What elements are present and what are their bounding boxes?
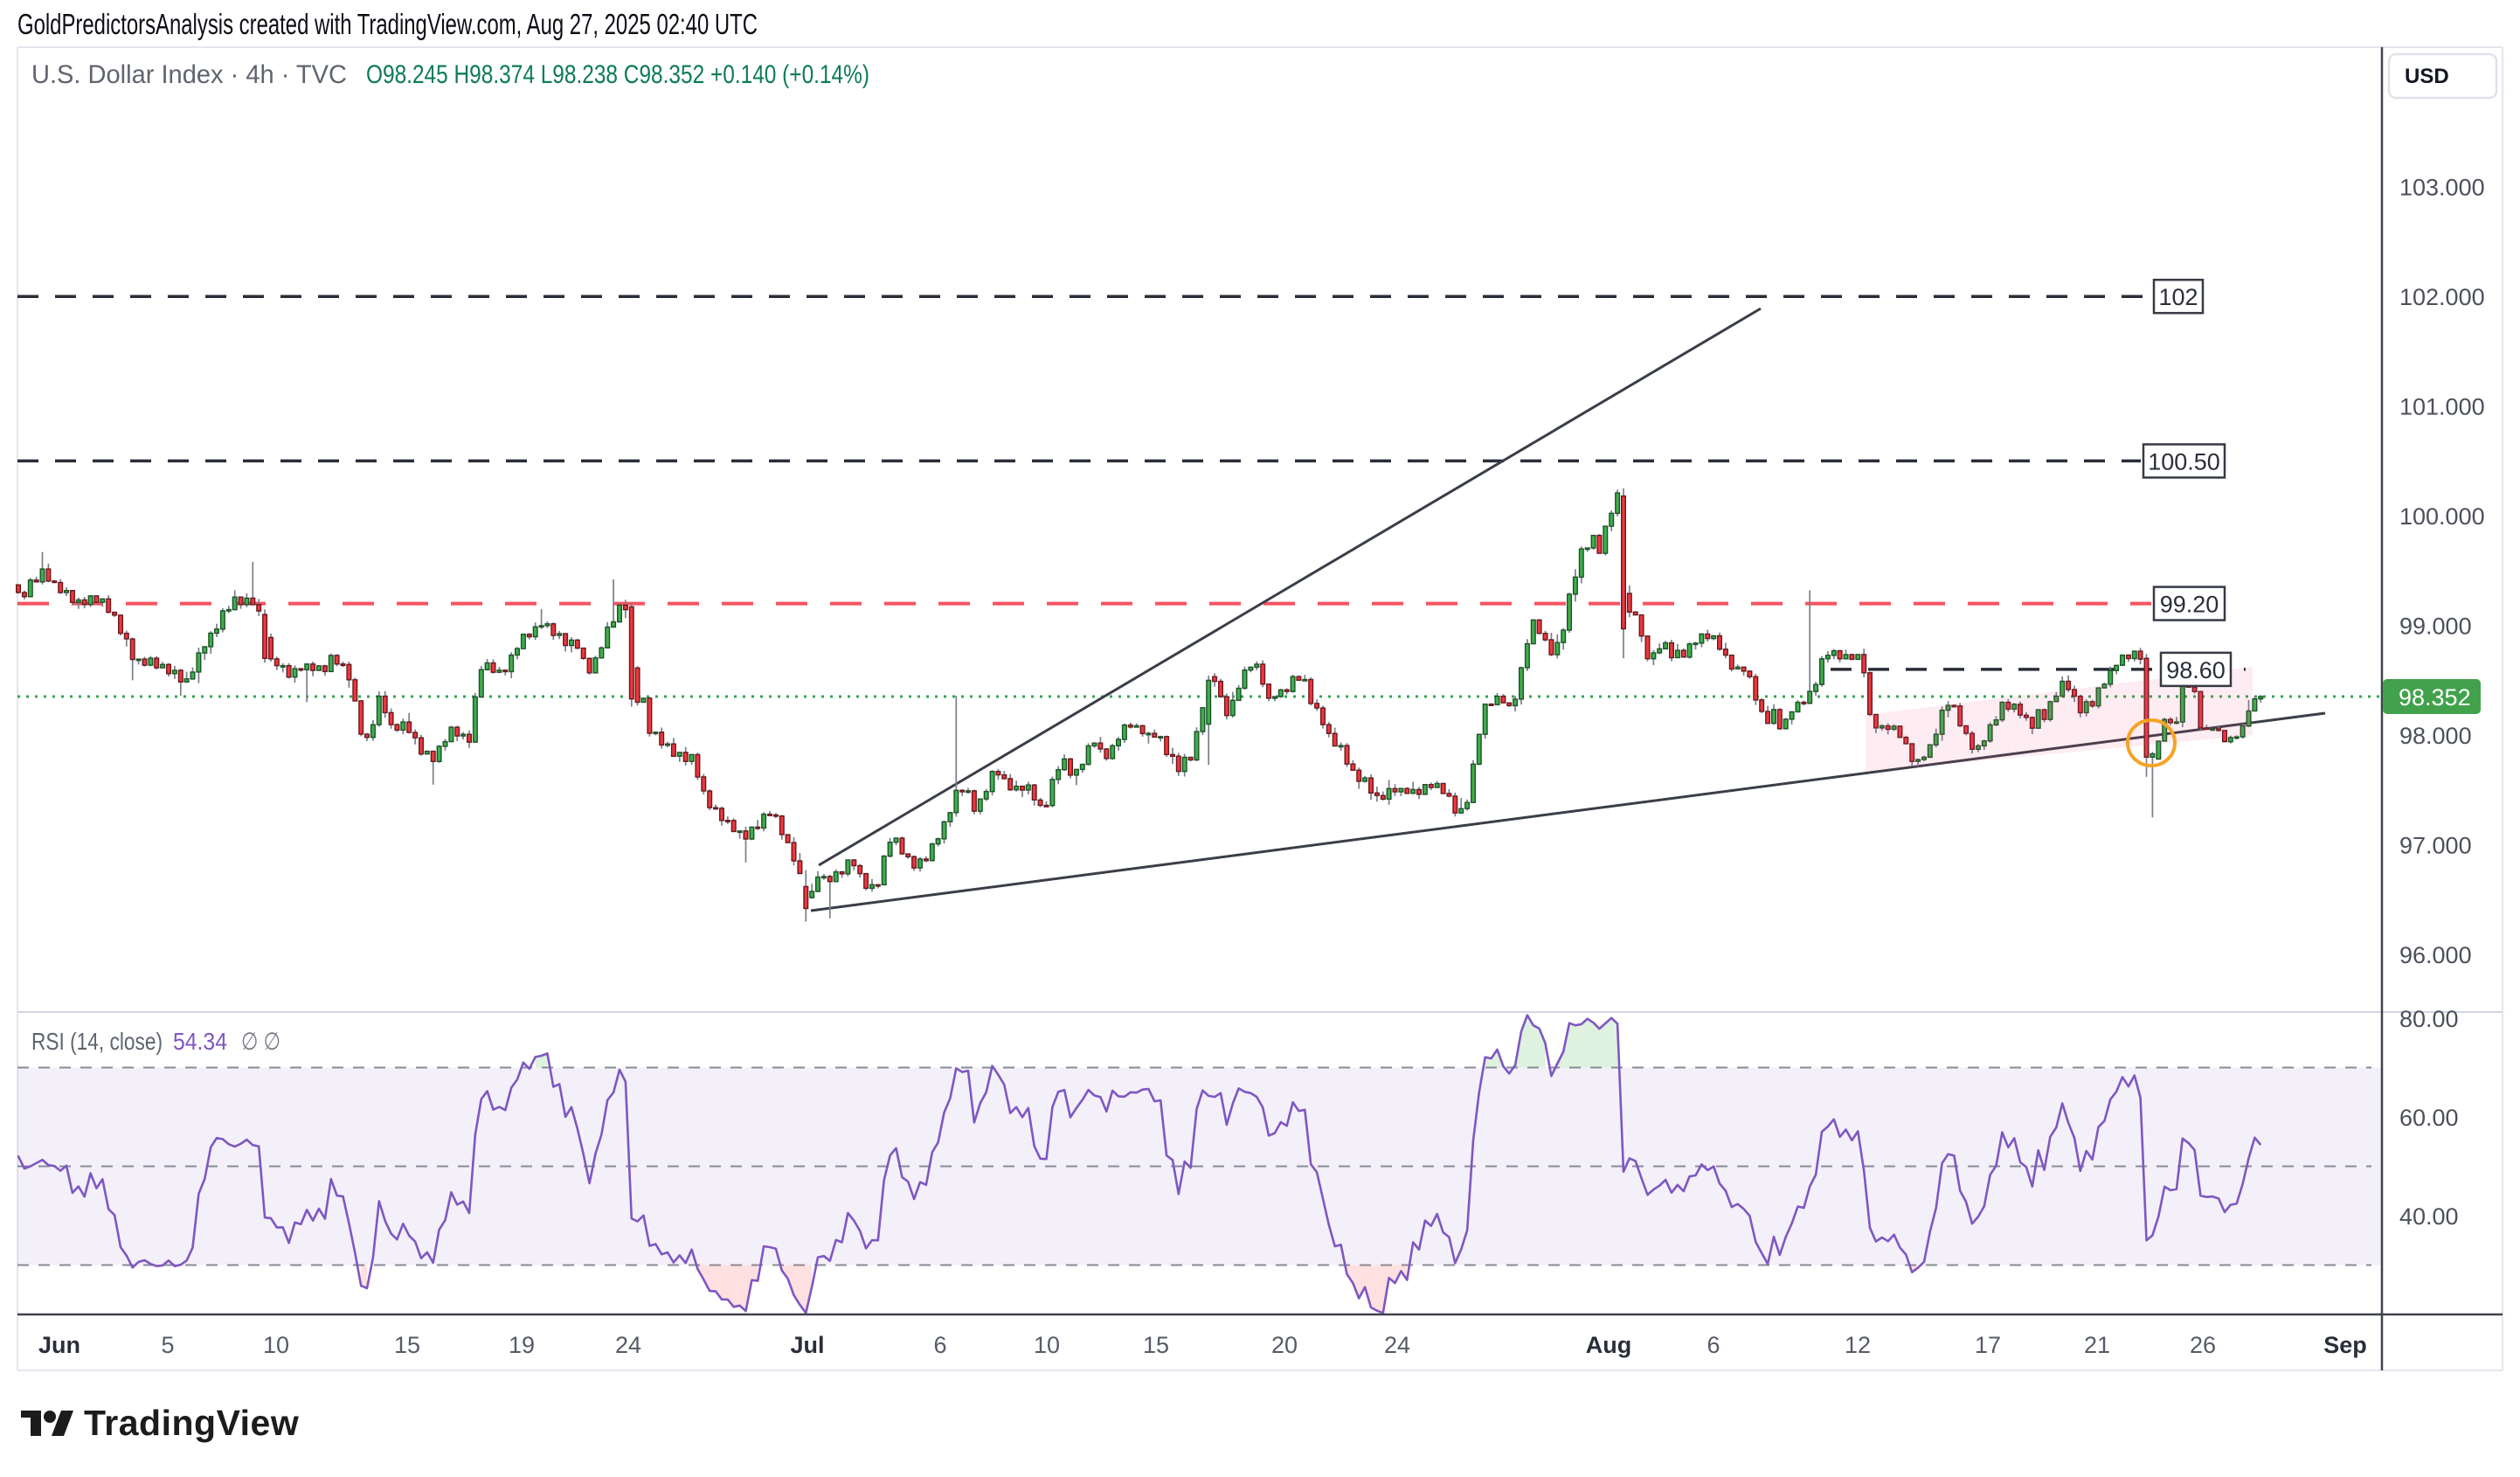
svg-text:98.352: 98.352 — [2399, 684, 2471, 711]
svg-text:6: 6 — [1707, 1332, 1720, 1358]
svg-text:10: 10 — [1034, 1332, 1060, 1358]
svg-text:24: 24 — [1384, 1332, 1410, 1358]
svg-text:98.000: 98.000 — [2399, 723, 2472, 749]
svg-text:99.000: 99.000 — [2399, 614, 2472, 640]
svg-text:GoldPredictorsAnalysis created: GoldPredictorsAnalysis created with Trad… — [17, 8, 758, 40]
svg-text:USD: USD — [2405, 65, 2449, 88]
svg-text:96.000: 96.000 — [2399, 942, 2472, 968]
svg-text:60.00: 60.00 — [2399, 1105, 2459, 1131]
svg-text:99.20: 99.20 — [2160, 592, 2219, 618]
svg-text:Sep: Sep — [2323, 1332, 2367, 1358]
svg-text:102.000: 102.000 — [2399, 284, 2485, 310]
svg-text:∅ ∅: ∅ ∅ — [241, 1028, 280, 1055]
svg-text:97.000: 97.000 — [2399, 833, 2472, 859]
svg-text:15: 15 — [394, 1332, 420, 1358]
svg-text:20: 20 — [1271, 1332, 1298, 1358]
svg-text:40.00: 40.00 — [2399, 1203, 2459, 1230]
svg-text:54.34: 54.34 — [173, 1028, 227, 1055]
svg-text:19: 19 — [509, 1332, 535, 1358]
svg-text:24: 24 — [615, 1332, 641, 1358]
svg-text:12: 12 — [1845, 1332, 1871, 1358]
svg-text:Jun: Jun — [38, 1332, 80, 1358]
svg-text:100.50: 100.50 — [2148, 448, 2220, 475]
svg-text:5: 5 — [161, 1332, 174, 1358]
svg-text:98.60: 98.60 — [2166, 657, 2226, 683]
svg-text:80.00: 80.00 — [2399, 1006, 2459, 1032]
svg-text:100.000: 100.000 — [2399, 503, 2485, 530]
svg-text:TradingView: TradingView — [84, 1403, 299, 1443]
svg-text:15: 15 — [1143, 1332, 1169, 1358]
svg-text:17: 17 — [1975, 1332, 2001, 1358]
svg-text:103.000: 103.000 — [2399, 175, 2485, 201]
svg-text:RSI (14, close): RSI (14, close) — [31, 1028, 163, 1055]
svg-text:102: 102 — [2158, 284, 2198, 310]
svg-text:10: 10 — [263, 1332, 289, 1358]
svg-text:Jul: Jul — [790, 1332, 824, 1358]
svg-text:U.S. Dollar Index · 4h · TVC: U.S. Dollar Index · 4h · TVC — [31, 60, 347, 89]
svg-text:26: 26 — [2190, 1332, 2216, 1358]
svg-text:101.000: 101.000 — [2399, 394, 2485, 420]
svg-text:21: 21 — [2084, 1332, 2110, 1358]
svg-text:O98.245 H98.374 L98.238 C98: O98.245 H98.374 L98.238 C98.352 +0.140 (… — [366, 60, 869, 89]
svg-text:6: 6 — [933, 1332, 946, 1358]
svg-text:Aug: Aug — [1586, 1332, 1631, 1358]
